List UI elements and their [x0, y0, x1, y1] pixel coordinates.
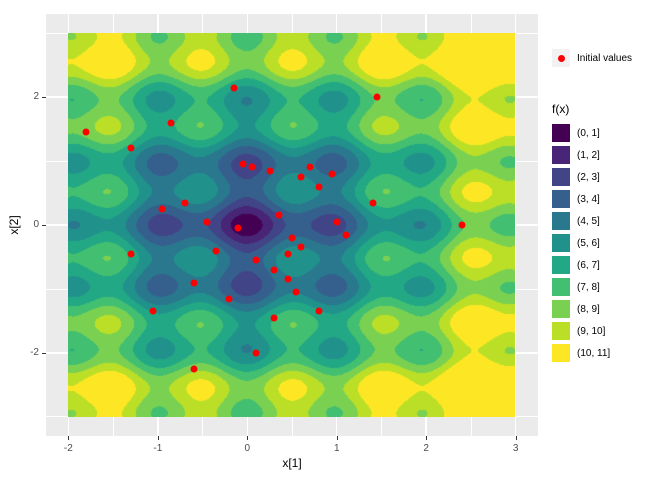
fill-legend-swatch	[552, 168, 570, 186]
scatter-point	[212, 247, 220, 255]
scatter-point	[369, 199, 376, 207]
fill-legend-swatch	[552, 146, 570, 164]
fill-legend-entry: (1, 2]	[552, 146, 670, 164]
scatter-point	[270, 314, 278, 322]
fill-legend-entry: (4, 5]	[552, 212, 670, 230]
fill-legend-label: (0, 1]	[577, 127, 600, 139]
fill-legend-swatch	[552, 234, 570, 252]
fill-legend-label: (8, 9]	[577, 303, 600, 315]
fill-legend-label: (2, 3]	[577, 171, 600, 183]
fill-legend-title: f(x)	[552, 102, 570, 116]
scatter-point	[239, 160, 247, 168]
x-tick-label: 0	[244, 443, 251, 454]
y-tick-label: -2	[30, 346, 39, 358]
fill-legend-entry: (3, 4]	[552, 190, 670, 208]
scatter-point	[342, 231, 350, 239]
x-tick-mark	[68, 436, 70, 440]
fill-legend-entry: (9, 10]	[552, 322, 670, 340]
contour-surface	[68, 33, 515, 417]
scatter-point	[225, 295, 233, 303]
scatter-point	[270, 266, 278, 274]
scatter-point	[315, 307, 323, 315]
points-legend: Initial values	[552, 48, 670, 68]
fill-legend-label: (1, 2]	[577, 149, 600, 161]
x-tick-mark	[247, 436, 249, 440]
fill-legend-entries: (0, 1] (1, 2] (2, 3] (3, 4] (4, 5] (5, 6] (6, …	[552, 124, 670, 362]
y-tick-label: 0	[33, 219, 39, 230]
scatter-point	[149, 307, 157, 315]
fill-legend-entry: (10, 11]	[552, 344, 670, 362]
y-tick-label: 2	[33, 91, 39, 103]
scatter-point	[167, 119, 175, 127]
scatter-point	[248, 163, 256, 171]
scatter-point	[252, 349, 260, 357]
fill-legend-swatch	[552, 322, 570, 340]
x-tick-mark	[336, 436, 338, 440]
scatter-point	[297, 173, 305, 181]
fill-legend-label: (3, 4]	[577, 193, 600, 205]
scatter-point	[190, 279, 198, 287]
scatter-point	[230, 84, 238, 92]
scatter-point	[252, 256, 260, 264]
x-tick-label: 3	[512, 443, 519, 454]
scatter-point	[458, 221, 466, 229]
fill-legend-label: (7, 8]	[577, 281, 600, 293]
x-axis-title: x[1]	[282, 456, 302, 470]
red-point-icon	[557, 54, 565, 62]
fill-legend-swatch	[552, 212, 570, 230]
fill-legend-swatch	[552, 344, 570, 362]
scatter-point	[275, 211, 283, 219]
points-legend-key	[552, 49, 570, 67]
x-tick-mark	[157, 436, 159, 440]
fill-legend-entry: (2, 3]	[552, 168, 670, 186]
x-tick-label: -1	[153, 443, 163, 454]
y-tick-mark	[42, 97, 46, 99]
scatter-point	[158, 205, 166, 213]
fill-legend-entry: (8, 9]	[552, 300, 670, 318]
fill-legend-swatch	[552, 190, 570, 208]
y-tick-mark	[42, 352, 46, 354]
scatter-point	[190, 365, 198, 373]
fill-legend-label: (9, 10]	[577, 325, 606, 337]
scatter-point	[297, 243, 305, 251]
y-tick-mark	[42, 225, 46, 226]
scatter-point	[127, 144, 135, 152]
legend: Initial values f(x) (0, 1] (1, 2] (2, 3] (3…	[552, 48, 670, 366]
points-legend-label: Initial values	[577, 52, 633, 64]
fill-legend-entry: (0, 1]	[552, 124, 670, 142]
fill-legend-label: (4, 5]	[577, 215, 600, 227]
scatter-point	[234, 224, 242, 232]
fill-legend-entry: (7, 8]	[552, 278, 670, 296]
scatter-point	[373, 93, 381, 101]
y-axis-title: x[2]	[7, 215, 21, 235]
x-tick-label: 1	[333, 443, 340, 454]
x-tick-label: -2	[63, 443, 73, 454]
scatter-point	[284, 250, 292, 258]
fill-legend-swatch	[552, 256, 570, 274]
fill-legend-label: (6, 7]	[577, 259, 600, 271]
fill-legend-entry: (5, 6]	[552, 234, 670, 252]
scatter-point	[333, 218, 341, 226]
fill-legend-label: (5, 6]	[577, 237, 600, 249]
x-tick-mark	[515, 436, 517, 440]
scatter-point	[266, 167, 274, 175]
scatter-point	[203, 218, 211, 226]
fill-legend-swatch	[552, 124, 570, 142]
x-tick-label: 2	[423, 443, 429, 454]
scatter-point	[306, 163, 314, 171]
scatter-point	[82, 128, 90, 136]
scatter-point	[284, 275, 292, 283]
scatter-point	[288, 234, 296, 242]
scatter-point	[127, 250, 135, 258]
fill-legend-entry: (6, 7]	[552, 256, 670, 274]
scatter-point	[181, 199, 189, 207]
x-tick-mark	[426, 436, 428, 440]
fill-legend-swatch	[552, 300, 570, 318]
scatter-point	[315, 183, 323, 191]
scatter-point	[292, 288, 300, 296]
fill-legend-swatch	[552, 278, 570, 296]
fill-legend-label: (10, 11]	[577, 347, 611, 359]
scatter-point	[328, 170, 336, 178]
